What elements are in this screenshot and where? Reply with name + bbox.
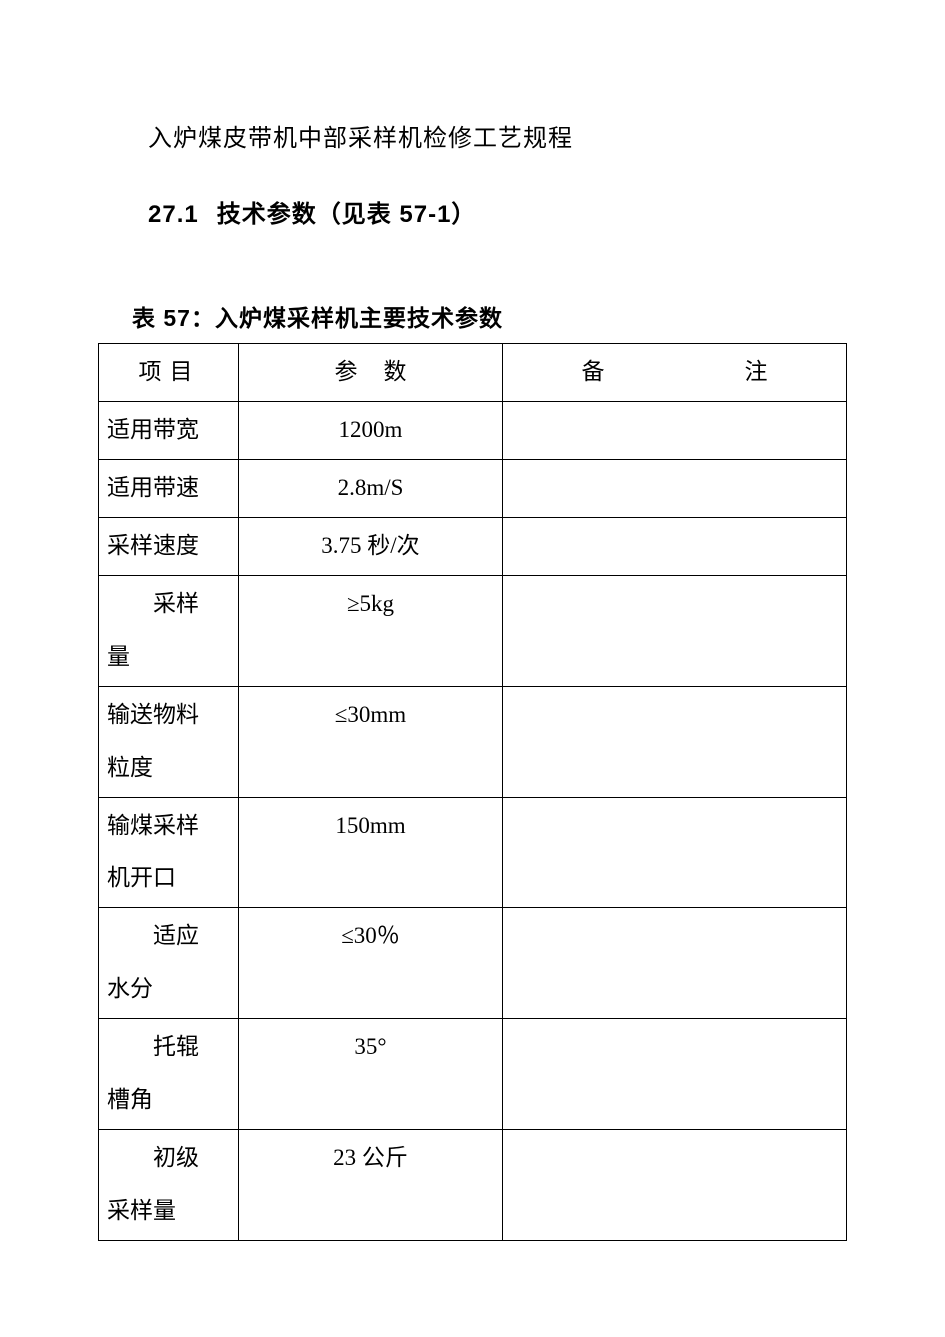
row-value: 1200m bbox=[239, 402, 503, 460]
table-row: 适应水分 ≤30％ bbox=[99, 908, 847, 1019]
header-col-note: 备注 bbox=[503, 344, 847, 402]
table-row: 适用带宽 1200m bbox=[99, 402, 847, 460]
document-title: 入炉煤皮带机中部采样机检修工艺规程 bbox=[148, 120, 847, 158]
row-note bbox=[503, 1019, 847, 1130]
row-value: ≥5kg bbox=[239, 575, 503, 686]
row-note bbox=[503, 518, 847, 576]
table-row: 初级采样量 23 公斤 bbox=[99, 1129, 847, 1240]
section-number: 27.1 bbox=[148, 201, 199, 228]
row-label: 适应水分 bbox=[99, 908, 239, 1019]
row-note bbox=[503, 797, 847, 908]
row-note bbox=[503, 575, 847, 686]
row-label: 托辊槽角 bbox=[99, 1019, 239, 1130]
row-value: 150mm bbox=[239, 797, 503, 908]
table-row: 输送物料粒度 ≤30mm bbox=[99, 686, 847, 797]
row-note bbox=[503, 460, 847, 518]
header-col-param: 参数 bbox=[239, 344, 503, 402]
table-caption: 表 57：入炉煤采样机主要技术参数 bbox=[132, 299, 847, 333]
table-row: 采样速度 3.75 秒/次 bbox=[99, 518, 847, 576]
row-note bbox=[503, 402, 847, 460]
table-header-row: 项目 参数 备注 bbox=[99, 344, 847, 402]
table-row: 输煤采样机开口 150mm bbox=[99, 797, 847, 908]
row-value: 2.8m/S bbox=[239, 460, 503, 518]
table-row: 托辊槽角 35° bbox=[99, 1019, 847, 1130]
document-page: 入炉煤皮带机中部采样机检修工艺规程 27.1 技术参数（见表 57-1） 表 57… bbox=[0, 0, 945, 1241]
section-heading: 27.1 技术参数（见表 57-1） bbox=[148, 194, 847, 229]
row-value: ≤30mm bbox=[239, 686, 503, 797]
row-note bbox=[503, 686, 847, 797]
parameters-table: 项目 参数 备注 适用带宽 1200m 适用带速 2.8m/S 采样速度 3.7… bbox=[98, 343, 847, 1240]
row-value: 35° bbox=[239, 1019, 503, 1130]
section-title: 技术参数（见表 57-1） bbox=[217, 201, 477, 228]
table-row: 适用带速 2.8m/S bbox=[99, 460, 847, 518]
row-label: 适用带速 bbox=[99, 460, 239, 518]
row-label: 采样速度 bbox=[99, 518, 239, 576]
row-label: 采样量 bbox=[99, 575, 239, 686]
row-value: 23 公斤 bbox=[239, 1129, 503, 1240]
header-col-item: 项目 bbox=[99, 344, 239, 402]
row-note bbox=[503, 908, 847, 1019]
row-label: 适用带宽 bbox=[99, 402, 239, 460]
row-note bbox=[503, 1129, 847, 1240]
row-label: 输煤采样机开口 bbox=[99, 797, 239, 908]
row-value: 3.75 秒/次 bbox=[239, 518, 503, 576]
row-label: 初级采样量 bbox=[99, 1129, 239, 1240]
row-label: 输送物料粒度 bbox=[99, 686, 239, 797]
row-value: ≤30％ bbox=[239, 908, 503, 1019]
table-row: 采样量 ≥5kg bbox=[99, 575, 847, 686]
